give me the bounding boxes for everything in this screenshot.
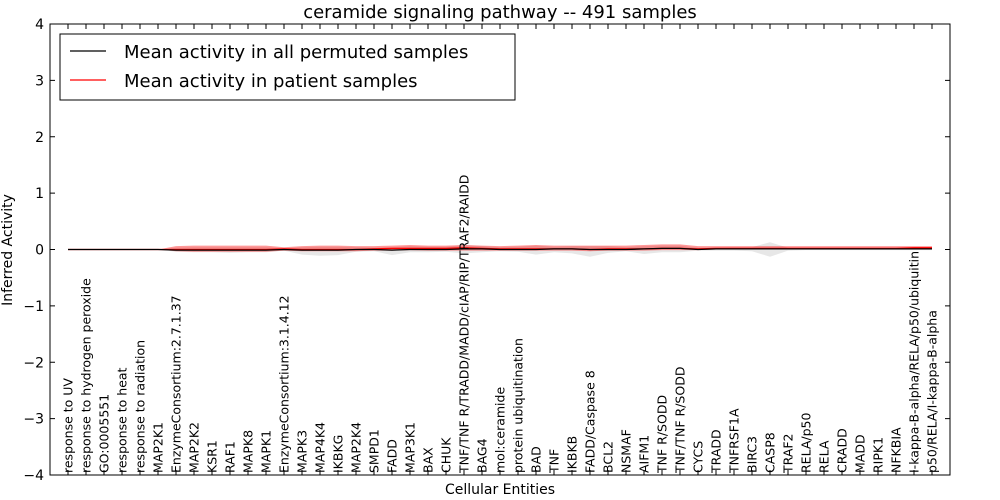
x-tick-label: BAG4	[475, 438, 490, 473]
y-tick-label: −3	[23, 412, 44, 428]
x-tick-label: RIPK1	[871, 437, 886, 473]
x-tick-label: TRADD	[709, 429, 724, 474]
x-tick-label: CRADD	[835, 428, 850, 473]
x-tick-label: SMPD1	[367, 429, 382, 473]
x-tick-label: AIFM1	[637, 435, 652, 473]
y-tick-label: 1	[35, 186, 44, 202]
y-tick-label: 4	[35, 17, 44, 33]
x-tick-label: IKBKG	[331, 435, 346, 473]
x-tick-label: CYCS	[691, 441, 706, 473]
x-tick-label: TNFRSF1A	[727, 408, 742, 474]
y-tick-label: 0	[35, 243, 44, 259]
y-axis-ticks: −4 −3 −2 −1 0 1 2 3 4	[23, 17, 950, 484]
x-tick-label: BAX	[421, 447, 436, 473]
y-axis-label: Inferred Activity	[0, 194, 16, 306]
x-tick-label: response to hydrogen peroxide	[79, 278, 94, 473]
x-tick-label: response to radiation	[133, 340, 148, 473]
legend-box	[59, 33, 516, 101]
x-tick-label: IKBKB	[565, 436, 580, 473]
x-tick-label: TRAF2	[781, 433, 796, 474]
line-permuted	[68, 247, 932, 251]
x-tick-label: BAD	[529, 446, 544, 473]
x-tick-label: RAF1	[223, 441, 238, 473]
x-tick-label: GO:0005551	[97, 394, 112, 473]
x-tick-label: RELA/p50	[799, 413, 814, 473]
y-tick-label: −4	[23, 468, 44, 484]
x-tick-label: I-kappa-B-alpha/RELA/p50/ubiquitin	[907, 251, 922, 473]
x-tick-label: MAPK3	[295, 430, 310, 473]
legend: Mean activity in all permuted samples Me…	[59, 33, 516, 101]
chart-title: ceramide signaling pathway -- 491 sample…	[303, 2, 697, 23]
x-tick-label: p50/RELA/I-kappa-B-alpha	[925, 310, 940, 473]
x-tick-label: RELA	[817, 440, 832, 473]
x-axis-ticks: response to UV response to hydrogen perox…	[61, 24, 940, 475]
x-tick-label: TNF/TNF R/TRADD/MADD/cIAP/RIP/TRAF2/RAID…	[457, 175, 472, 474]
x-tick-label: TNF R/SODD	[655, 395, 670, 474]
x-tick-label: MAPK1	[259, 430, 274, 473]
legend-label-patient: Mean activity in patient samples	[124, 71, 418, 92]
x-tick-label: CHUK	[439, 437, 454, 473]
x-tick-label: response to heat	[115, 367, 130, 473]
x-tick-label: MAP2K2	[187, 422, 202, 473]
x-tick-label: CASP8	[763, 432, 778, 473]
x-tick-label: mol:ceramide	[493, 387, 508, 473]
legend-label-permuted: Mean activity in all permuted samples	[124, 42, 468, 63]
x-tick-label: protein ubiquitination	[511, 338, 526, 473]
x-tick-label: TNF/TNF R/SODD	[673, 367, 688, 474]
y-tick-label: −1	[23, 299, 44, 315]
x-tick-label: FADD	[385, 439, 400, 473]
y-tick-label: 2	[35, 130, 44, 146]
x-tick-label: FADD/Caspase 8	[583, 370, 598, 473]
x-tick-label: MAP2K4	[349, 422, 364, 473]
x-tick-label: KSR1	[205, 440, 220, 473]
x-tick-label: EnzymeConsortium:3.1.4.12	[277, 295, 292, 473]
x-tick-label: MADD	[853, 434, 868, 473]
x-tick-label: NFKBIA	[889, 427, 904, 473]
x-tick-label: NSMAF	[619, 429, 634, 473]
x-tick-label: MAP3K1	[403, 422, 418, 473]
x-tick-label: MAPK8	[241, 430, 256, 473]
x-tick-label: TNF	[547, 449, 562, 474]
x-tick-label: BCL2	[601, 441, 616, 473]
series-lines	[68, 247, 932, 251]
x-tick-label: response to UV	[61, 378, 76, 473]
x-tick-label: EnzymeConsortium:2.7.1.37	[169, 295, 184, 473]
x-tick-label: BIRC3	[745, 436, 760, 473]
x-axis-label: Cellular Entities	[445, 482, 555, 498]
y-tick-label: 3	[35, 73, 44, 89]
x-tick-label: MAP4K4	[313, 422, 328, 473]
y-tick-label: −2	[23, 355, 44, 371]
x-tick-label: MAP2K1	[151, 422, 166, 473]
